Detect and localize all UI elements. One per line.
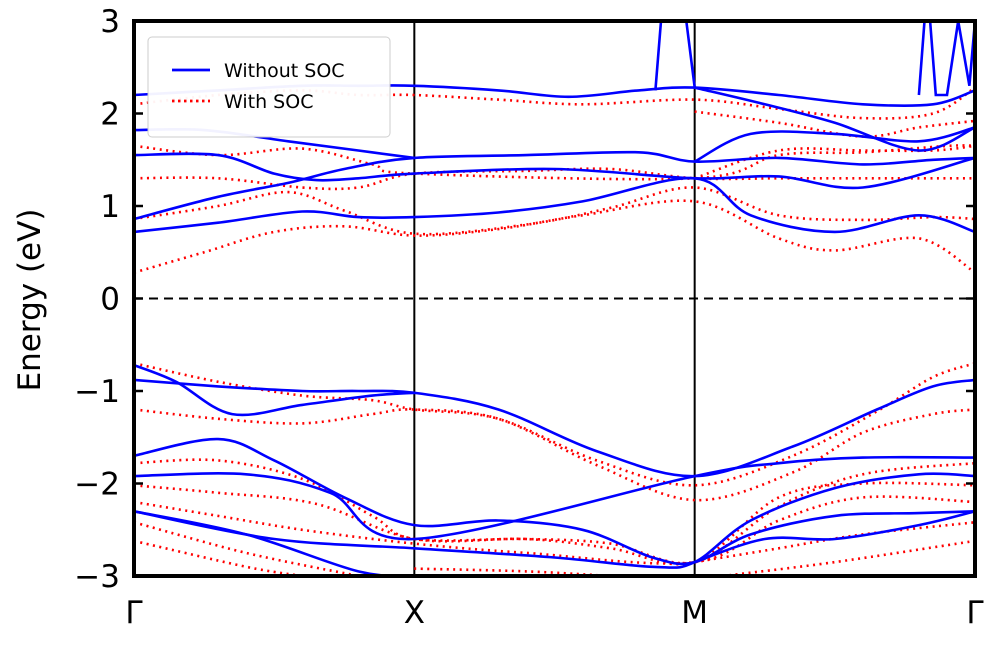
band-without-soc [134,437,975,566]
plot-frame [132,19,977,578]
band-spike-without-soc [917,21,975,97]
x-tick-label: Γ [125,595,143,631]
y-tick-label: 3 [100,4,120,40]
band-without-soc [693,126,975,163]
band-with-soc [134,521,359,576]
y-axis-title: Energy (eV) [12,209,48,392]
band-spike-without-soc [654,21,696,91]
y-tick-label: 0 [100,282,120,318]
band-without-soc [134,150,975,221]
band-with-soc [134,495,975,565]
band-with-soc [134,167,975,191]
grid-layer [134,21,975,576]
band-without-soc [134,152,975,190]
band-without-soc [693,86,975,152]
band-with-soc [134,186,975,236]
y-tick-label: 1 [100,189,120,225]
legend-label-with-soc: With SOC [224,91,313,113]
legend-label-without-soc: Without SOC [224,60,345,82]
band-without-soc [693,510,975,564]
bands-layer [134,21,975,576]
band-with-soc [134,408,975,502]
band-without-soc [134,378,975,478]
y-tick-label: 2 [100,97,120,133]
band-without-soc [134,176,975,234]
band-without-soc [134,363,416,417]
x-tick-label: Γ [966,595,984,631]
x-tick-label: X [404,595,425,631]
band-without-soc [134,455,975,541]
legend: Without SOC With SOC [147,36,391,138]
y-tick-label: −2 [74,467,120,503]
legend-box [147,36,391,138]
y-tick-label: −1 [74,374,120,410]
x-tick-label: M [681,595,708,631]
y-tick-label: −3 [74,559,120,595]
band-without-soc [134,472,975,569]
band-with-soc [134,362,975,487]
band-with-soc [134,144,975,181]
band-with-soc [134,539,303,576]
band-with-soc [134,481,975,566]
band-with-soc [134,199,975,274]
band-with-soc [722,539,975,576]
